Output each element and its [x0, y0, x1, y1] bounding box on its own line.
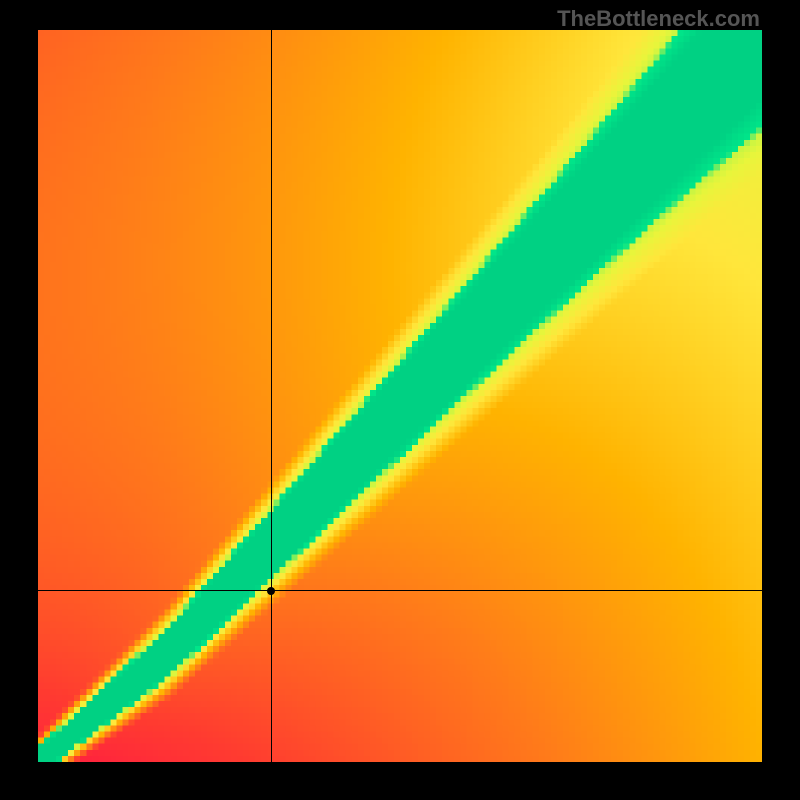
crosshair-vertical: [271, 30, 272, 762]
bottleneck-heatmap: [38, 30, 762, 762]
watermark-text: TheBottleneck.com: [557, 6, 760, 32]
crosshair-horizontal: [38, 590, 762, 591]
selection-marker: [267, 587, 275, 595]
chart-root: TheBottleneck.com: [0, 0, 800, 800]
